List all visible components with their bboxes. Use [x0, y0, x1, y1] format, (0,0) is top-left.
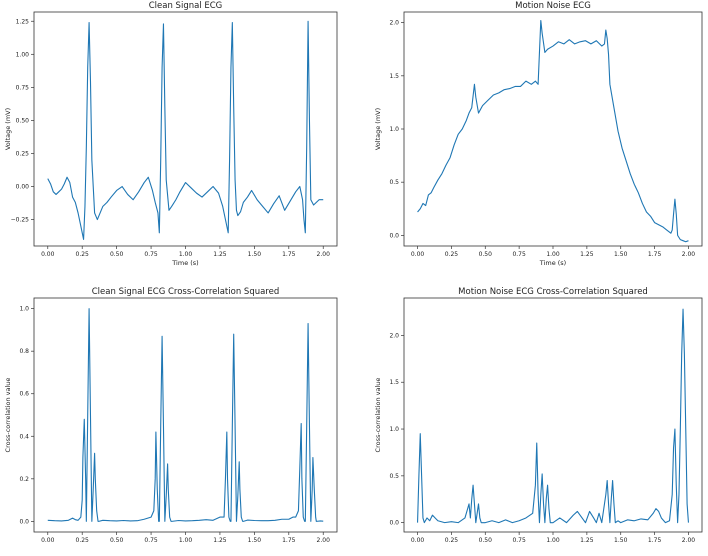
x-tick-label: 1.25: [213, 251, 227, 258]
y-tick-label: 1.0: [19, 306, 29, 313]
x-tick-label: 1.50: [614, 537, 628, 544]
y-tick-label: 1.5: [389, 379, 399, 386]
y-tick-label: 0.2: [19, 476, 29, 483]
x-tick-label: 1.50: [614, 251, 628, 258]
x-tick-label: 0.75: [144, 251, 158, 258]
subplot-2: Motion Noise ECG 0.00 0.25 0.50 0.75 1.00 1.25…: [374, 1, 703, 267]
x-tick-label: 1.25: [580, 251, 594, 258]
x-tick-label: 2.00: [682, 537, 696, 544]
x-tick-label: 0.50: [479, 251, 493, 258]
x-axis-label: Time (s): [539, 259, 566, 267]
y-tick-label: 0.0: [19, 518, 29, 525]
y-tick-label: 0.5: [389, 179, 399, 186]
x-tick-label: 1.25: [580, 537, 594, 544]
y-tick-label: 1.5: [389, 73, 399, 80]
chart-title: Motion Noise ECG Cross-Correlation Squar…: [458, 287, 648, 297]
x-tick-label: 0.75: [512, 251, 526, 258]
x-tick-label: 1.25: [213, 537, 227, 544]
y-tick-label: 0.75: [16, 84, 30, 91]
x-tick-label: 2.00: [317, 251, 331, 258]
chart-title: Clean Signal ECG: [149, 1, 223, 11]
x-tick-label: 0.25: [445, 537, 459, 544]
x-tick-label: 1.75: [282, 537, 296, 544]
y-axis-label: Voltage (mV): [374, 108, 382, 150]
axes-frame: [33, 297, 338, 533]
subplot-4: Motion Noise ECG Cross-Correlation Squar…: [374, 287, 703, 544]
x-tick-label: 0.00: [411, 537, 425, 544]
y-tick-label: 0.6: [19, 391, 29, 398]
series-line-1: [47, 20, 324, 240]
y-axis-label: Voltage (mV): [4, 108, 12, 150]
series-line-1: [417, 308, 689, 524]
y-tick-label: 0.0: [389, 232, 399, 239]
axes-frame: [33, 11, 338, 247]
x-tick-label: 0.50: [110, 537, 124, 544]
x-tick-label: 0.00: [411, 251, 425, 258]
x-tick-label: 1.00: [546, 537, 560, 544]
y-tick-label: −0.25: [11, 217, 30, 224]
x-tick-label: 0.25: [76, 251, 90, 258]
y-tick-label: 2.0: [389, 332, 399, 339]
x-tick-label: 1.00: [179, 537, 193, 544]
y-tick-label: 0.50: [16, 117, 30, 124]
x-tick-label: 1.75: [648, 251, 662, 258]
x-tick-label: 2.00: [682, 251, 696, 258]
y-tick-label: 1.25: [16, 18, 30, 25]
x-tick-label: 0.75: [144, 537, 158, 544]
x-tick-label: 0.50: [110, 251, 124, 258]
y-axis-label: Cross-correlation value: [374, 378, 382, 453]
x-tick-label: 0.00: [41, 251, 55, 258]
x-tick-label: 0.00: [41, 537, 55, 544]
y-axis-label: Cross-correlation value: [4, 378, 12, 453]
y-tick-label: 0.4: [19, 433, 29, 440]
x-tick-label: 0.50: [479, 537, 493, 544]
y-tick-label: 1.00: [16, 51, 30, 58]
axes-frame: [403, 297, 703, 533]
subplot-3: Clean Signal ECG Cross-Correlation Squar…: [4, 287, 338, 544]
y-tick-label: 1.0: [389, 126, 399, 133]
chart-title: Motion Noise ECG: [515, 1, 591, 11]
x-tick-label: 1.50: [248, 251, 262, 258]
y-tick-label: 0.0: [389, 520, 399, 527]
subplot-1: Clean Signal ECG 0.00 0.25 0.50 0.75 1.00 1.25…: [4, 1, 338, 267]
y-tick-label: 1.0: [389, 426, 399, 433]
x-tick-label: 0.75: [512, 537, 526, 544]
x-tick-label: 0.25: [76, 537, 90, 544]
x-axis-label: Time (s): [171, 259, 198, 267]
axes-frame: [403, 11, 703, 247]
x-tick-label: 0.25: [445, 251, 459, 258]
x-tick-label: 1.75: [282, 251, 296, 258]
y-tick-label: 0.00: [16, 184, 30, 191]
series-line-1: [47, 308, 324, 522]
x-tick-label: 1.00: [179, 251, 193, 258]
y-tick-label: 0.25: [16, 150, 30, 157]
x-tick-label: 1.00: [546, 251, 560, 258]
series-line-1: [417, 19, 689, 243]
x-tick-label: 1.50: [248, 537, 262, 544]
chart-title: Clean Signal ECG Cross-Correlation Squar…: [92, 287, 280, 297]
x-tick-label: 1.75: [648, 537, 662, 544]
y-tick-label: 0.5: [389, 473, 399, 480]
x-tick-label: 2.00: [317, 537, 331, 544]
y-tick-label: 0.8: [19, 348, 29, 355]
y-tick-label: 2.0: [389, 20, 399, 27]
